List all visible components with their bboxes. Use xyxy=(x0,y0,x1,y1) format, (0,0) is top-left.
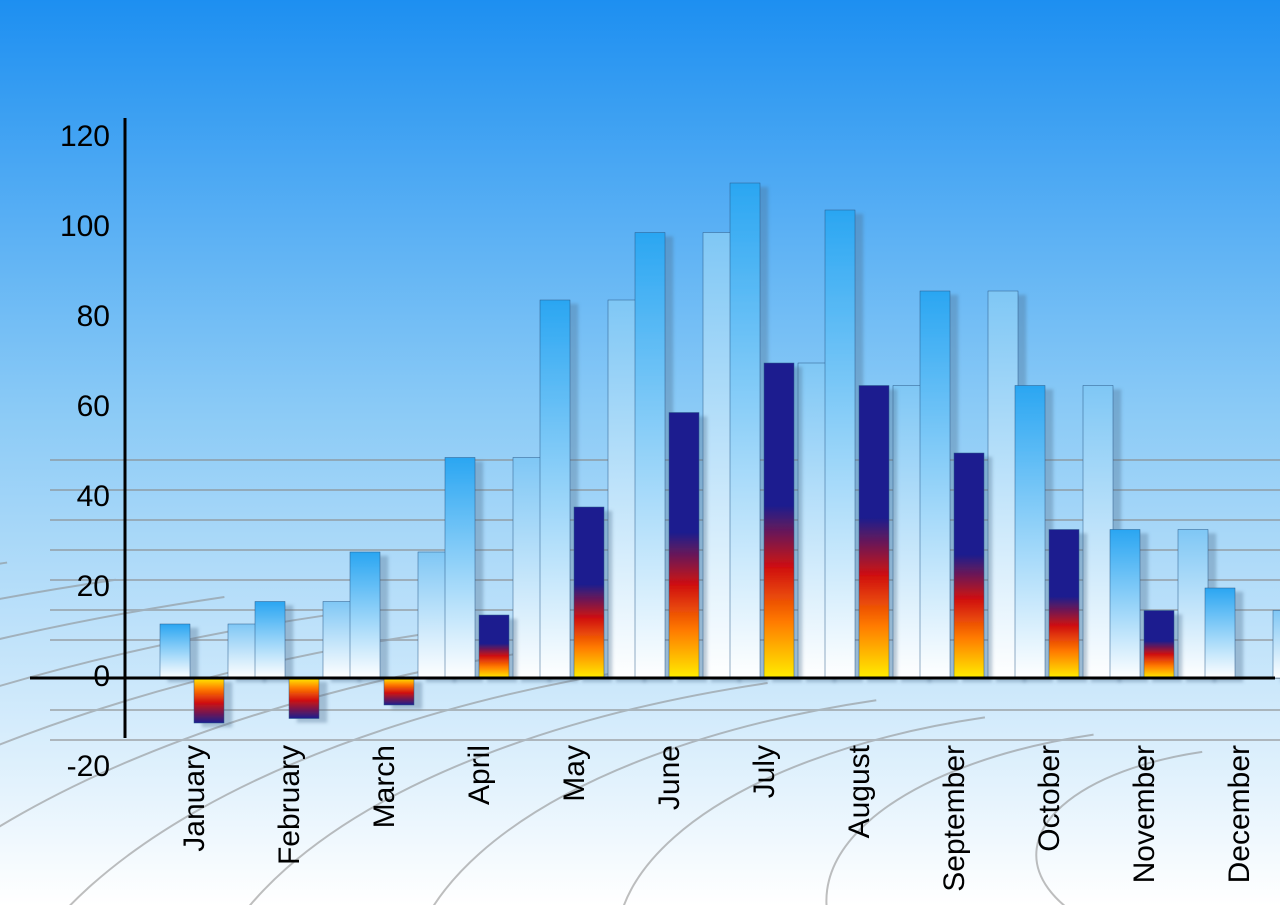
bar-s3-7 xyxy=(893,386,923,679)
xtick-label: August xyxy=(843,744,876,838)
bar-s3-5 xyxy=(703,233,733,679)
bar-s3-0 xyxy=(228,624,258,678)
xtick-label: April xyxy=(463,745,496,805)
ytick-label: -20 xyxy=(67,750,110,783)
xtick-label: October xyxy=(1033,745,1066,852)
xtick-label: March xyxy=(368,745,401,828)
ytick-label: 20 xyxy=(77,570,110,603)
ytick-label: 60 xyxy=(77,390,110,423)
bar-s2-7 xyxy=(859,386,889,679)
bar-s1-11 xyxy=(1205,588,1235,678)
bar-s2-0 xyxy=(194,678,224,723)
bar-s1-2 xyxy=(350,552,380,678)
bar-s1-3 xyxy=(445,458,475,679)
bar-s3-3 xyxy=(513,458,543,679)
bar-s1-6 xyxy=(730,183,760,678)
xtick-label: February xyxy=(273,745,306,865)
bar-s3-1 xyxy=(323,602,353,679)
bar-s1-9 xyxy=(1015,386,1045,679)
chart-svg: -20 0 20 40 60 80 100 120 January February March Ap… xyxy=(0,0,1280,905)
bar-s1-8 xyxy=(920,291,950,678)
bar-s3-6 xyxy=(798,363,828,678)
chart-container: -20 0 20 40 60 80 100 120 January February March Ap… xyxy=(0,0,1280,905)
bar-s2-8 xyxy=(954,453,984,678)
bar-s2-4 xyxy=(574,507,604,678)
bar-s3-11 xyxy=(1273,611,1280,679)
bar-s2-2 xyxy=(384,678,414,705)
bar-s1-7 xyxy=(825,210,855,678)
bar-s2-1 xyxy=(289,678,319,719)
bar-s1-5 xyxy=(635,233,665,679)
bar-s2-9 xyxy=(1049,530,1079,679)
bar-s1-0 xyxy=(160,624,190,678)
bar-s2-5 xyxy=(669,413,699,679)
ytick-label: 80 xyxy=(77,300,110,333)
xtick-label: December xyxy=(1223,745,1256,883)
bar-s3-8 xyxy=(988,291,1018,678)
bar-s2-10 xyxy=(1144,611,1174,679)
xtick-label: June xyxy=(653,745,686,810)
bar-s1-10 xyxy=(1110,530,1140,679)
bar-s2-3 xyxy=(479,615,509,678)
xtick-label: January xyxy=(178,745,211,852)
bar-s2-6 xyxy=(764,363,794,678)
bar-s3-10 xyxy=(1178,530,1208,679)
bar-s3-9 xyxy=(1083,386,1113,679)
ytick-label: 100 xyxy=(60,210,110,243)
bar-s1-1 xyxy=(255,602,285,679)
bar-s3-4 xyxy=(608,300,638,678)
bar-s3-2 xyxy=(418,552,448,678)
xtick-label: July xyxy=(748,745,781,798)
xtick-label: September xyxy=(938,745,971,892)
bar-s1-4 xyxy=(540,300,570,678)
ytick-label: 0 xyxy=(93,660,110,693)
ytick-label: 40 xyxy=(77,480,110,513)
xtick-label: May xyxy=(558,745,591,802)
xtick-label: November xyxy=(1128,745,1161,883)
ytick-label: 120 xyxy=(60,120,110,153)
